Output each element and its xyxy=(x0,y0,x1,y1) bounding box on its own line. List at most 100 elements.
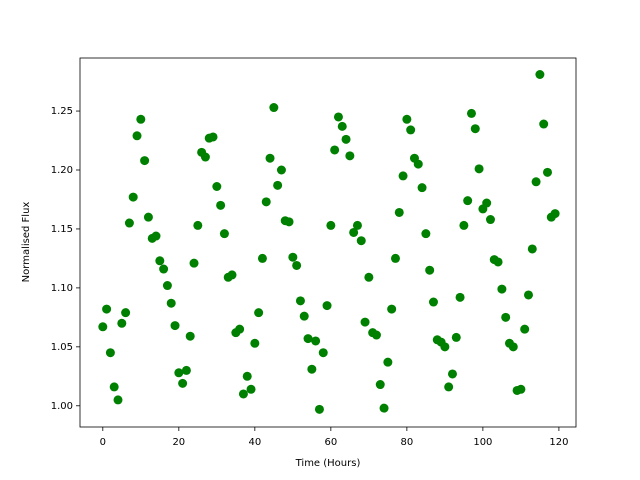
point xyxy=(102,304,112,314)
point xyxy=(455,292,465,302)
point xyxy=(208,132,218,142)
point xyxy=(333,112,343,122)
point xyxy=(257,253,267,263)
point xyxy=(121,308,131,318)
point xyxy=(337,121,347,131)
point xyxy=(159,264,169,274)
point xyxy=(307,364,317,374)
point xyxy=(527,244,537,254)
y-axis-label: Normalised Flux xyxy=(21,202,32,283)
point xyxy=(155,256,165,266)
point xyxy=(212,182,222,192)
point xyxy=(535,70,545,80)
point xyxy=(493,257,503,267)
point xyxy=(447,369,457,379)
point xyxy=(284,217,294,227)
point xyxy=(440,342,450,352)
point xyxy=(341,134,351,144)
point xyxy=(470,124,480,134)
point xyxy=(349,227,359,237)
point xyxy=(398,171,408,181)
point xyxy=(520,324,530,334)
point xyxy=(143,212,153,222)
point xyxy=(497,284,507,294)
point xyxy=(166,298,176,308)
x-axis-label: Time (Hours) xyxy=(295,458,361,469)
point xyxy=(295,296,305,306)
x-tick-label: 0 xyxy=(100,437,106,448)
point xyxy=(387,304,397,314)
point xyxy=(250,338,260,348)
point xyxy=(170,321,180,331)
point xyxy=(288,252,298,262)
point xyxy=(128,192,138,202)
point xyxy=(501,312,511,322)
point xyxy=(417,183,427,193)
point xyxy=(311,336,321,346)
point xyxy=(117,318,127,328)
point xyxy=(314,404,324,414)
point xyxy=(318,348,328,358)
point xyxy=(235,324,245,334)
point xyxy=(242,371,252,381)
point xyxy=(269,103,279,113)
point xyxy=(273,180,283,190)
point xyxy=(364,272,374,282)
y-tick-label: 1.20 xyxy=(51,165,73,176)
x-tick-label: 100 xyxy=(473,437,492,448)
point xyxy=(265,153,275,163)
point xyxy=(451,332,461,342)
point xyxy=(193,220,203,230)
point xyxy=(185,331,195,341)
point xyxy=(330,145,340,155)
point xyxy=(485,215,495,225)
point xyxy=(162,281,172,291)
point xyxy=(124,218,134,228)
point xyxy=(227,270,237,280)
point xyxy=(178,378,188,388)
point xyxy=(254,308,264,318)
point xyxy=(109,382,119,392)
point xyxy=(542,167,552,177)
point xyxy=(375,380,385,390)
point xyxy=(550,209,560,219)
point xyxy=(140,156,150,166)
point xyxy=(516,384,526,394)
point xyxy=(174,368,184,378)
point xyxy=(292,260,302,270)
point xyxy=(322,301,332,311)
point xyxy=(428,297,438,307)
point xyxy=(425,265,435,275)
point xyxy=(394,207,404,217)
point xyxy=(303,334,313,344)
point xyxy=(406,125,416,135)
y-tick-label: 1.25 xyxy=(51,106,73,117)
point xyxy=(132,131,142,141)
y-tick-label: 1.05 xyxy=(51,342,73,353)
point xyxy=(390,253,400,263)
point xyxy=(356,236,366,246)
point xyxy=(459,220,469,230)
point xyxy=(539,119,549,129)
point xyxy=(466,108,476,118)
point xyxy=(444,382,454,392)
point xyxy=(219,229,229,239)
point xyxy=(189,258,199,268)
y-tick-label: 1.00 xyxy=(51,401,73,412)
point xyxy=(360,317,370,327)
point xyxy=(276,165,286,175)
point xyxy=(421,229,431,239)
x-tick-label: 80 xyxy=(400,437,413,448)
point xyxy=(151,231,161,241)
point xyxy=(379,403,389,413)
point xyxy=(345,151,355,161)
point xyxy=(482,198,492,208)
x-tick-label: 60 xyxy=(324,437,337,448)
point xyxy=(531,177,541,187)
point xyxy=(136,114,146,124)
y-tick-label: 1.10 xyxy=(51,283,73,294)
point xyxy=(508,342,518,352)
point xyxy=(98,322,108,332)
point xyxy=(371,330,381,340)
